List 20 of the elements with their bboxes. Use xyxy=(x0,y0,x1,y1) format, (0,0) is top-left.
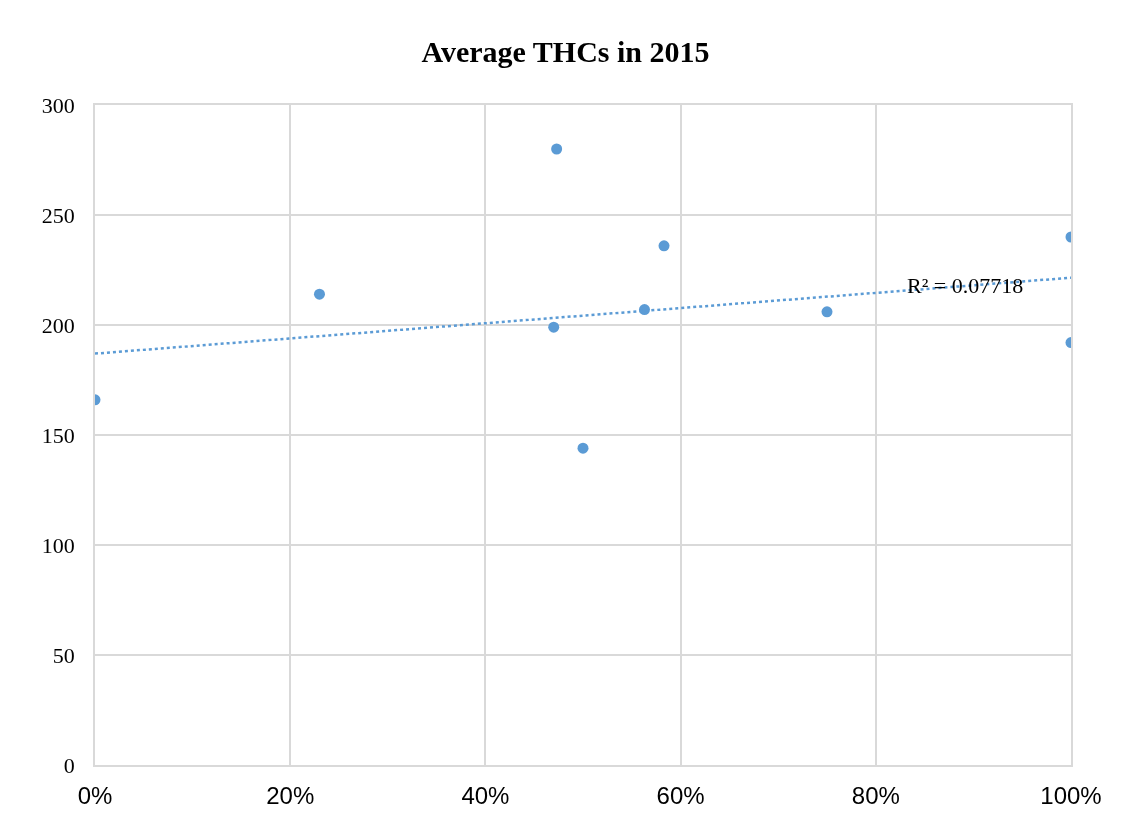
y-tick-label: 100 xyxy=(41,532,75,558)
x-tick-label: 40% xyxy=(461,781,510,809)
point xyxy=(577,442,589,454)
point xyxy=(551,143,563,155)
chart-title: Average THCs in 2015 xyxy=(421,35,710,69)
annotation: R² = 0.07718 xyxy=(907,273,1024,298)
x-tick-label: 100% xyxy=(1040,781,1102,809)
y-tick-label: 200 xyxy=(41,312,75,338)
x-tick-label: 0% xyxy=(77,781,113,809)
y-tick-label: 150 xyxy=(41,422,75,448)
point xyxy=(821,306,833,318)
point xyxy=(548,321,560,333)
x-tick-label: 80% xyxy=(851,781,900,809)
point xyxy=(658,240,670,252)
y-tick-label: 250 xyxy=(41,202,75,228)
y-tick-label: 300 xyxy=(41,92,75,118)
x-tick-label: 60% xyxy=(656,781,705,809)
x-tick-label: 20% xyxy=(266,781,315,809)
y-tick-label: 0 xyxy=(63,752,75,778)
y-tick-label: 50 xyxy=(52,642,75,668)
